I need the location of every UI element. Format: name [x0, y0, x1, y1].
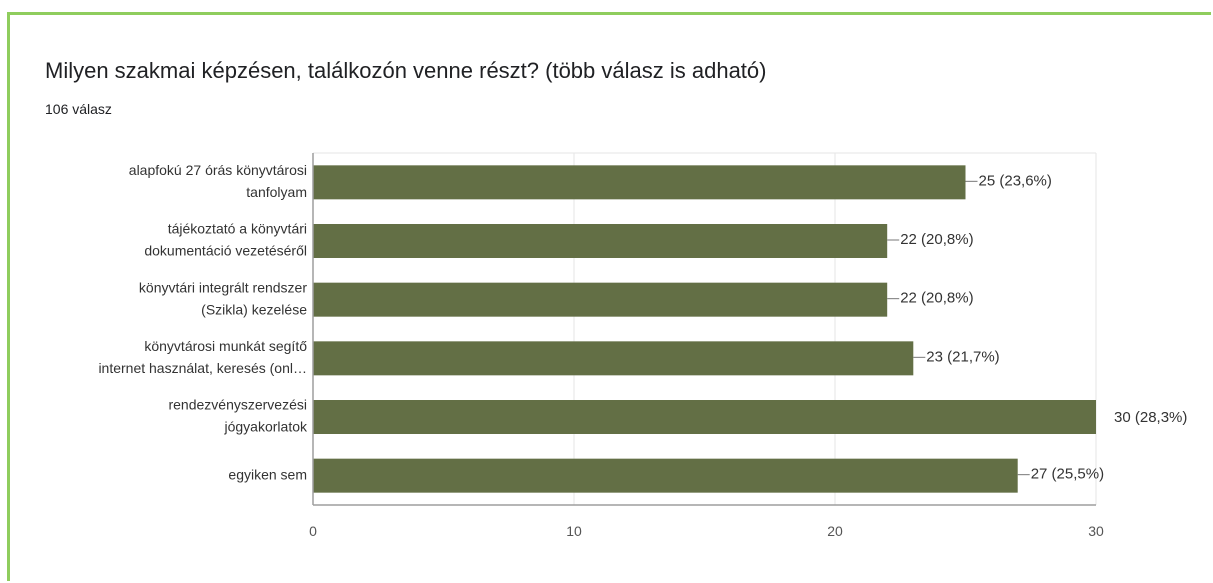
- bar-1: [313, 224, 888, 258]
- category-label-4-1: jógyakorlatok: [224, 419, 308, 435]
- category-label-3-1: internet használat, keresés (onl…: [98, 360, 307, 376]
- bar-4: [313, 400, 1096, 434]
- x-tick-label-2: 20: [827, 523, 843, 539]
- category-label-3-0: könyvtárosi munkát segítő: [144, 338, 307, 354]
- bar-0: [313, 165, 966, 200]
- data-label-3: 23 (21,7%): [926, 348, 999, 365]
- bar-2: [313, 282, 888, 317]
- category-label-4-0: rendezvényszervezési: [168, 397, 307, 413]
- data-label-0: 25 (23,6%): [979, 172, 1052, 189]
- category-label-1-0: tájékoztató a könyvtári: [168, 221, 307, 237]
- chart-title: Milyen szakmai képzésen, találkozón venn…: [45, 58, 767, 83]
- data-label-4: 30 (28,3%): [1114, 409, 1187, 426]
- x-tick-label-3: 30: [1088, 523, 1104, 539]
- bar-5: [313, 458, 1018, 493]
- category-label-1-1: dokumentáció vezetéséről: [144, 243, 307, 259]
- x-tick-label-0: 0: [309, 523, 317, 539]
- bar-3: [313, 341, 914, 376]
- data-label-2: 22 (20,8%): [900, 290, 973, 307]
- x-tick-label-1: 10: [566, 523, 582, 539]
- data-label-1: 22 (20,8%): [900, 231, 973, 248]
- category-label-2-0: könyvtári integrált rendszer: [139, 279, 307, 295]
- response-count: 106 válasz: [45, 101, 112, 117]
- category-label-0-1: tanfolyam: [246, 184, 307, 200]
- category-label-5-0: egyiken sem: [228, 466, 307, 482]
- category-label-2-1: (Szikla) kezelése: [201, 301, 307, 317]
- data-label-5: 27 (25,5%): [1031, 466, 1104, 483]
- category-label-0-0: alapfokú 27 órás könyvtárosi: [129, 162, 307, 178]
